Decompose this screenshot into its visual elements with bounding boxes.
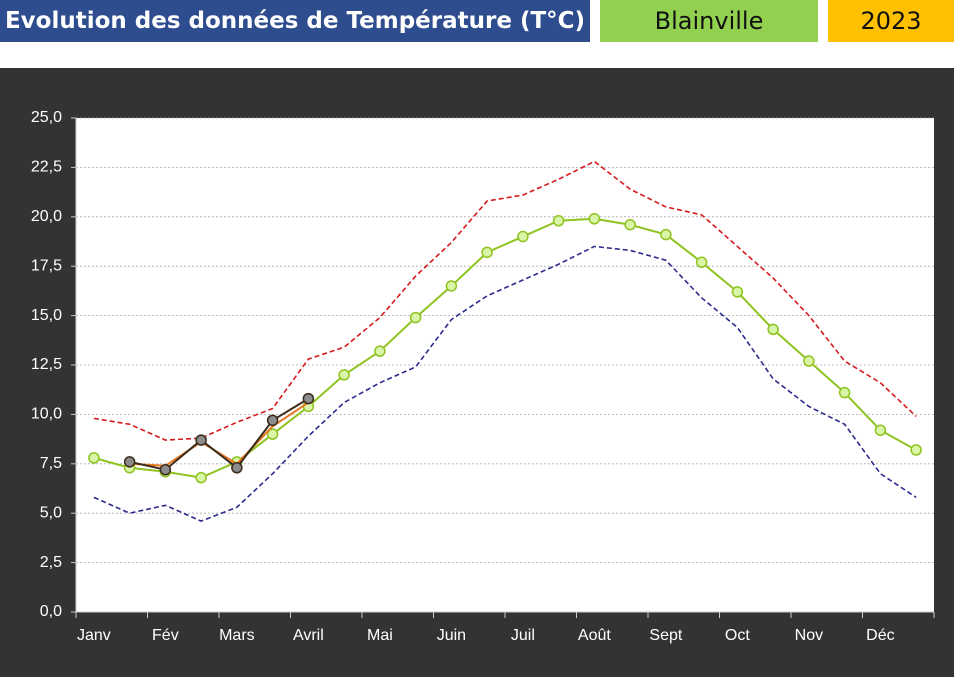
y-tick-label: 2,5 (40, 554, 62, 571)
series-line (129, 397, 309, 471)
year: 2023 (828, 0, 954, 42)
y-tick-label: 25,0 (31, 109, 62, 126)
marker (159, 463, 172, 476)
x-tick-label: Janv (77, 627, 111, 644)
y-tick-label: 22,5 (31, 159, 62, 176)
place: Blainville (600, 0, 818, 42)
marker (266, 428, 279, 440)
marker (874, 424, 887, 436)
marker (445, 280, 458, 292)
x-tick-label: Oct (725, 627, 750, 644)
marker (660, 228, 672, 241)
series-line (93, 160, 917, 441)
y-tick-label: 12,5 (31, 356, 62, 373)
marker (910, 444, 922, 456)
x-tick-label: Nov (795, 627, 823, 644)
x-tick-label: Juil (511, 627, 535, 644)
x-tick-label: Fév (152, 627, 179, 644)
marker (803, 355, 815, 367)
marker (231, 462, 243, 474)
y-tick-label: 20,0 (31, 208, 62, 225)
y-tick-label: 7,5 (40, 455, 62, 472)
series-line (93, 245, 917, 522)
marker (517, 230, 529, 243)
marker (338, 369, 350, 381)
marker (123, 456, 136, 468)
x-tick-label: Mars (219, 627, 255, 644)
x-tick-label: Sept (649, 627, 682, 644)
y-tick-label: 10,0 (31, 406, 62, 423)
chart: 0,0 2,5 5,0 7,5 10,0 12,5 15,0 17,5 20,0 22,5 25,0… (0, 68, 954, 677)
y-tick-label: 17,5 (31, 257, 62, 274)
y-tick-label: 0,0 (40, 603, 62, 620)
title: Evolution des données de Température (T°… (0, 0, 590, 42)
marker (195, 471, 207, 484)
y-tick-label: 15,0 (31, 307, 62, 324)
x-tick-label: Avril (293, 627, 324, 644)
marker (481, 246, 493, 259)
marker (266, 414, 279, 427)
y-tick-label: 5,0 (40, 504, 62, 521)
marker (409, 311, 422, 324)
marker (588, 213, 601, 225)
marker (88, 452, 100, 464)
marker (731, 286, 744, 298)
x-tick-label: Mai (367, 627, 393, 644)
marker (767, 323, 779, 336)
x-tick-label: Août (578, 627, 611, 644)
marker (195, 434, 207, 446)
marker (695, 256, 708, 268)
marker (302, 392, 315, 405)
marker (552, 215, 565, 227)
marker (624, 218, 636, 231)
series-line (93, 217, 917, 479)
marker (374, 345, 386, 357)
x-tick-label: Déc (866, 627, 894, 644)
x-tick-label: Juin (437, 627, 466, 644)
marker (838, 386, 851, 399)
